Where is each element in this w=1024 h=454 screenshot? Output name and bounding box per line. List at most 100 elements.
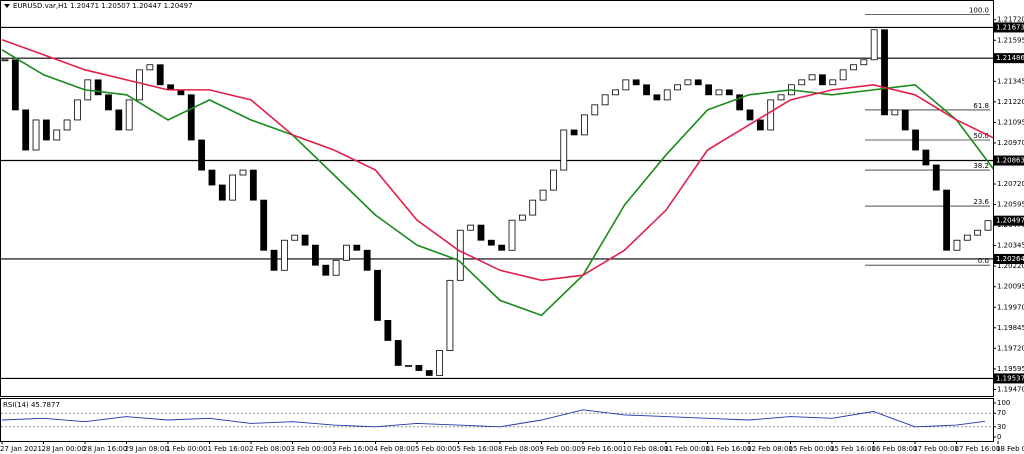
candle [32, 119, 40, 151]
y-tick-label: 1.20720 [997, 180, 1024, 188]
candle [839, 69, 847, 81]
level-label-box [994, 253, 1024, 264]
candle [932, 164, 940, 191]
candle [260, 199, 268, 251]
level-label-box [994, 373, 1024, 384]
candle [322, 264, 330, 276]
candle [601, 94, 609, 106]
level-label-box [994, 53, 1024, 64]
x-tick-label: 16 Feb 08:00 [872, 445, 918, 453]
x-tick-label: 5 Feb 00:00 [415, 445, 456, 453]
candle [301, 234, 309, 246]
fib-label: 61.8 [973, 102, 989, 110]
candle [870, 29, 878, 61]
candle [767, 99, 775, 131]
x-tick-label: 28 Jan 00:00 [42, 445, 86, 453]
y-tick-label: 1.20220 [997, 262, 1024, 270]
candle [622, 79, 630, 91]
candle [363, 249, 371, 271]
candle [643, 84, 650, 96]
candle [436, 350, 443, 376]
x-tick-label: 15 Feb 00:00 [789, 445, 835, 453]
rsi-tick-label: 100 [997, 399, 1010, 407]
level-label-box [994, 22, 1024, 33]
x-tick-label: 12 Feb 08:00 [747, 445, 793, 453]
chart-title: EURUSD.var,H1 1.20471 1.20507 1.20447 1.… [13, 2, 193, 10]
candle [901, 109, 909, 131]
y-tick-label: 1.19595 [997, 365, 1024, 373]
candle [446, 279, 454, 351]
candle [829, 79, 837, 86]
candle [249, 169, 257, 201]
plot-area: 100.0 61.8 50.0 38.2 23.6 0.0 [1, 7, 993, 380]
candle [694, 79, 702, 86]
rsi-tick-label: 70 [997, 409, 1006, 417]
main-frame [0, 0, 994, 397]
candle [560, 129, 568, 171]
y-tick-label: 1.21720 [997, 16, 1024, 24]
x-tick-label: 17 Feb 00:00 [913, 445, 959, 453]
x-tick-label: 27 Jan 2021 [0, 445, 42, 453]
x-tick-label: 9 Feb 00:00 [540, 445, 581, 453]
candle [136, 69, 143, 101]
candle [777, 94, 785, 101]
x-tick-label: 1 Feb 16:00 [208, 445, 249, 453]
level-label-box [994, 155, 1024, 166]
x-tick-label: 10 Feb 08:00 [623, 445, 669, 453]
y-tick-label: 1.21095 [997, 118, 1024, 126]
candle [632, 79, 640, 86]
rsi-title: RSI(14) 45.7877 [3, 401, 60, 409]
candle [146, 64, 154, 71]
level-label: 1.19537 [996, 374, 1024, 382]
candle [467, 224, 475, 231]
y-tick-label: 1.19720 [997, 344, 1024, 352]
candle [187, 94, 195, 141]
level-label: 1.21486 [996, 54, 1024, 62]
fib-label: 23.6 [973, 198, 989, 206]
candle [508, 219, 516, 251]
level-label: 1.20264 [996, 255, 1024, 263]
candle [953, 239, 961, 251]
x-tick-label: 3 Feb 16:00 [332, 445, 373, 453]
candle [808, 74, 816, 81]
candle [63, 119, 71, 131]
candle [653, 94, 661, 101]
rsi-frame [0, 398, 994, 442]
rsi-tick-label: 0 [997, 433, 1001, 441]
level-label: 1.20863 [996, 157, 1024, 165]
candle [974, 229, 982, 236]
fib-label: 38.2 [973, 162, 989, 170]
candle [715, 89, 723, 96]
candle [198, 139, 206, 171]
candle [705, 84, 713, 96]
candle [332, 259, 340, 276]
candle [415, 365, 423, 371]
candle [725, 89, 733, 96]
candle [353, 244, 361, 251]
candle [819, 74, 826, 86]
candle [684, 79, 692, 86]
candle [125, 99, 133, 131]
candle [270, 249, 278, 271]
candle [529, 199, 537, 216]
y-tick-label: 1.21220 [997, 98, 1024, 106]
candle [456, 229, 464, 281]
candle [156, 64, 164, 86]
candle [850, 64, 857, 71]
candle [674, 84, 681, 91]
candle [891, 109, 899, 116]
candle [291, 234, 299, 241]
fib-label: 100.0 [969, 7, 989, 15]
candle [105, 94, 112, 111]
candle [539, 189, 547, 201]
moving-average [1, 39, 993, 282]
y-tick-label: 1.20970 [997, 139, 1024, 147]
candle [374, 269, 381, 321]
candle [591, 104, 599, 116]
x-tick-label: 1 Feb 00:00 [166, 445, 207, 453]
candle [384, 320, 392, 341]
rsi-line [1, 409, 986, 428]
candle [94, 79, 102, 96]
candle [922, 149, 930, 166]
candle [736, 94, 744, 111]
